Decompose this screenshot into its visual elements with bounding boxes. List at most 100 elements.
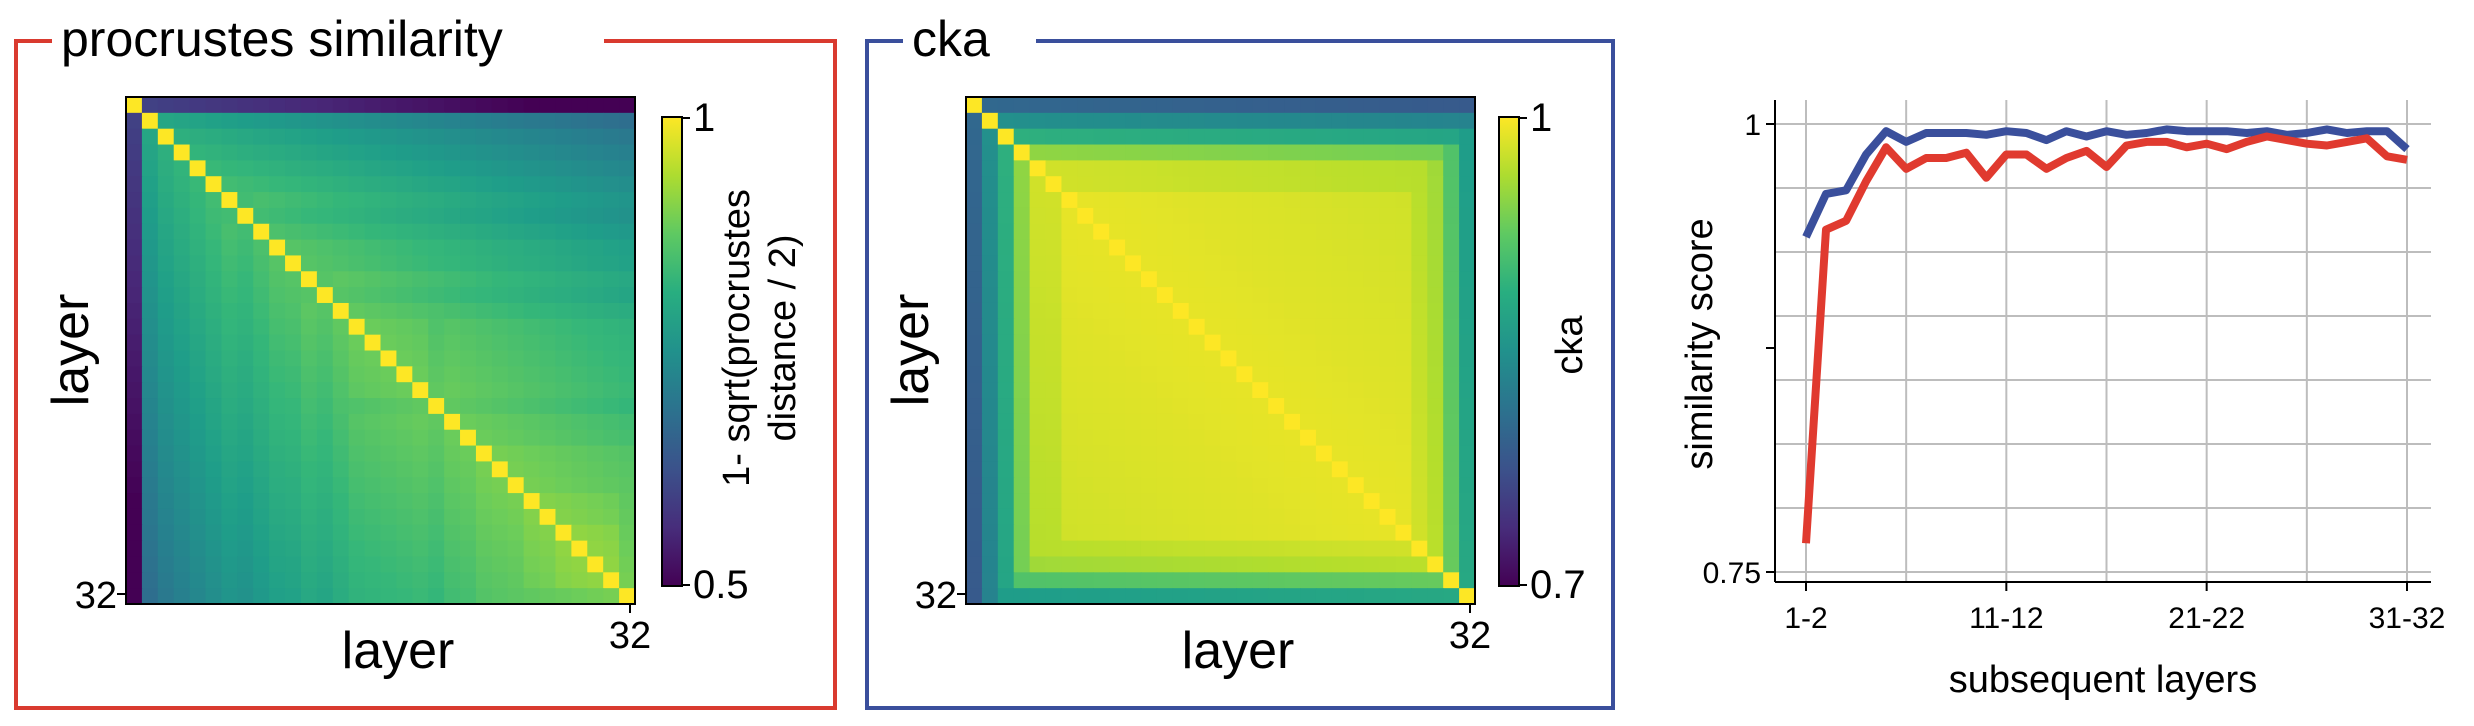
heatmap-cell: [1443, 493, 1460, 510]
heatmap-cell: [981, 350, 999, 367]
heatmap-cell: [460, 477, 477, 494]
heatmap-cell: [555, 413, 572, 431]
heatmap-cell: [1045, 524, 1063, 542]
heatmap-cell: [460, 144, 477, 161]
heatmap-cell: [1172, 382, 1190, 399]
heatmap-cell: [1268, 508, 1285, 526]
heatmap-cell: [348, 112, 366, 130]
heatmap-cell: [1172, 429, 1190, 447]
heatmap-cell: [1363, 271, 1381, 288]
heatmap-cell: [269, 429, 286, 447]
heatmap-cell: [428, 540, 445, 558]
heatmap-cell: [1140, 508, 1158, 526]
heatmap-cell: [1331, 144, 1349, 161]
heatmap-cell: [539, 572, 557, 589]
heatmap-cell: [1427, 112, 1444, 130]
heatmap-cell: [603, 493, 620, 510]
heatmap-cell: [1093, 302, 1110, 320]
heatmap-cell: [1459, 540, 1476, 558]
heatmap-cell: [555, 382, 572, 399]
heatmap-cell: [396, 112, 413, 130]
heatmap-cell: [997, 445, 1015, 462]
heatmap-cell: [1029, 445, 1047, 462]
heatmap-cell: [981, 524, 999, 542]
heatmap-cell: [1093, 192, 1110, 209]
heatmap-cell: [1347, 493, 1365, 510]
heatmap-cell: [1188, 461, 1206, 478]
heatmap-cell: [380, 318, 398, 336]
heatmap-cell: [285, 556, 302, 573]
heatmap-cell: [444, 477, 461, 494]
heatmap-cell: [412, 572, 429, 589]
heatmap-cell: [237, 556, 254, 573]
heatmap-cell: [1411, 302, 1428, 320]
heatmap-cell: [380, 176, 398, 193]
heatmap-cell: [475, 287, 493, 304]
heatmap-cell: [539, 524, 557, 542]
heatmap-cell: [189, 366, 207, 383]
heatmap-cell: [966, 382, 983, 399]
heatmap-cell: [1093, 271, 1110, 288]
heatmap-cell: [1252, 556, 1269, 573]
heatmap-cell: [205, 287, 223, 304]
heatmap-cell: [1284, 144, 1301, 161]
heatmap-cell: [981, 255, 999, 272]
heatmap-cell: [1172, 334, 1190, 352]
heatmap-cell: [507, 350, 525, 367]
heatmap-cell: [1284, 445, 1301, 462]
heatmap-cell: [1093, 540, 1110, 558]
heatmap-cell: [1300, 445, 1317, 462]
heatmap-cell: [1125, 540, 1142, 558]
heatmap-cell: [1284, 382, 1301, 399]
procrustes-title: procrustes similarity: [61, 11, 503, 67]
heatmap-cell: [1395, 493, 1412, 510]
heatmap-cell: [253, 302, 270, 320]
heatmap-cell: [571, 398, 588, 415]
heatmap-cell: [619, 192, 636, 209]
heatmap-cell: [205, 413, 223, 431]
heatmap-cell: [1268, 223, 1285, 241]
heatmap-cell: [316, 255, 334, 272]
heatmap-cell: [1140, 144, 1158, 161]
heatmap-cell: [1331, 334, 1349, 352]
heatmap-cell: [1045, 477, 1063, 494]
heatmap-cell: [555, 334, 572, 352]
heatmap-cell: [1459, 192, 1476, 209]
heatmap-cell: [412, 477, 429, 494]
heatmap-cell: [1411, 160, 1428, 177]
heatmap-cell: [587, 97, 604, 114]
heatmap-cell: [1236, 334, 1253, 352]
heatmap-cell: [316, 382, 334, 399]
heatmap-cell: [539, 429, 557, 447]
heatmap-cell: [316, 588, 334, 605]
heatmap-cell: [1252, 239, 1269, 257]
heatmap-cell: [1204, 540, 1222, 558]
heatmap-cell: [189, 556, 207, 573]
heatmap-cell: [1156, 413, 1174, 431]
heatmap-cell: [507, 477, 525, 494]
heatmap-cell: [1443, 112, 1460, 130]
heatmap-cell: [1172, 239, 1190, 257]
heatmap-cell: [126, 588, 143, 605]
heatmap-cell: [1315, 97, 1333, 114]
heatmap-cell: [332, 144, 350, 161]
heatmap-cell: [997, 176, 1015, 193]
heatmap-cell: [1411, 192, 1428, 209]
heatmap-cell: [997, 239, 1015, 257]
heatmap-cell: [1331, 398, 1349, 415]
heatmap-cell: [444, 461, 461, 478]
heatmap-cell: [507, 128, 525, 146]
heatmap-cell: [300, 588, 318, 605]
heatmap-cell: [1252, 429, 1269, 447]
heatmap-cell: [1411, 223, 1428, 241]
heatmap-cell: [126, 318, 143, 336]
heatmap-cell: [332, 192, 350, 209]
heatmap-cell: [571, 477, 588, 494]
heatmap-cell: [141, 556, 159, 573]
heatmap-cell: [1156, 271, 1174, 288]
heatmap-cell: [364, 318, 382, 336]
heatmap-cell: [523, 223, 541, 241]
heatmap-cell: [491, 493, 509, 510]
heatmap-cell: [141, 382, 159, 399]
heatmap-cell: [619, 144, 636, 161]
